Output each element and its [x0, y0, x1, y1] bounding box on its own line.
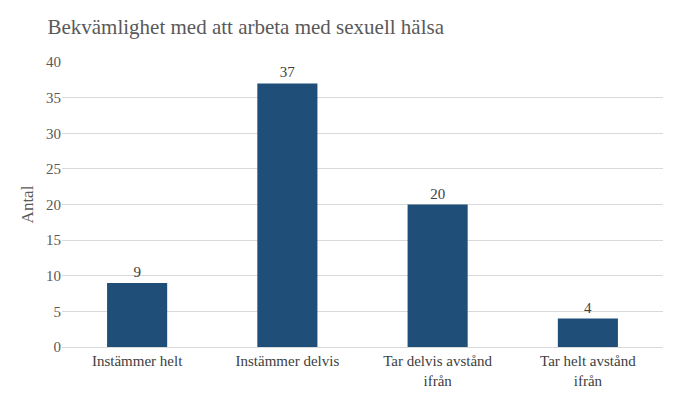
svg-text:Instämmer delvis: Instämmer delvis	[236, 353, 340, 369]
svg-text:25: 25	[46, 161, 61, 177]
svg-text:Tar helt avståndifrån: Tar helt avståndifrån	[540, 353, 636, 389]
svg-text:Antal: Antal	[18, 185, 37, 223]
svg-text:15: 15	[46, 232, 61, 248]
svg-text:35: 35	[46, 90, 61, 106]
svg-text:Instämmer helt: Instämmer helt	[92, 353, 183, 369]
svg-text:30: 30	[46, 126, 61, 142]
svg-text:9: 9	[133, 264, 141, 280]
svg-text:20: 20	[430, 186, 445, 202]
svg-text:Tar delvis avståndifrån: Tar delvis avståndifrån	[383, 353, 492, 389]
svg-text:20: 20	[46, 197, 61, 213]
svg-text:4: 4	[584, 300, 592, 316]
svg-text:5: 5	[54, 304, 62, 320]
svg-text:37: 37	[280, 64, 296, 80]
svg-text:40: 40	[46, 54, 61, 70]
svg-text:10: 10	[46, 268, 61, 284]
svg-text:0: 0	[54, 339, 62, 355]
svg-text:Bekvämlighet med att arbeta me: Bekvämlighet med att arbeta med sexuell …	[47, 15, 444, 39]
